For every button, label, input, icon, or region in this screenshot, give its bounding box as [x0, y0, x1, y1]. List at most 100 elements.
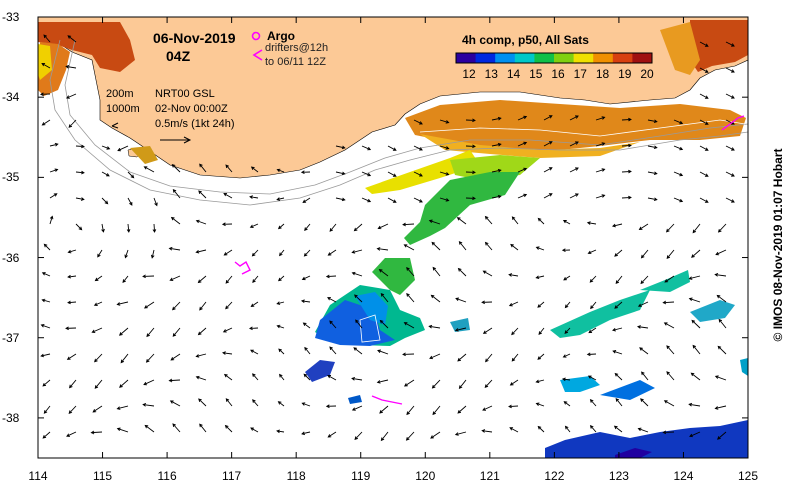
- current-vector: [379, 319, 389, 329]
- current-vector: [67, 249, 77, 254]
- current-vector: [647, 119, 658, 124]
- current-vector: [662, 430, 675, 435]
- current-vector: [41, 63, 51, 69]
- current-vector: [75, 170, 85, 175]
- current-vector: [69, 379, 77, 389]
- sst-offshore: [305, 155, 748, 458]
- current-vector: [511, 327, 519, 336]
- current-vector: [41, 298, 51, 303]
- x-tick-label: 115: [92, 469, 113, 483]
- current-vector: [562, 353, 571, 358]
- current-vector: [457, 405, 467, 414]
- current-vector: [508, 404, 519, 409]
- current-vector: [199, 423, 207, 433]
- y-tick-label: -36: [2, 250, 20, 265]
- current-vector: [116, 301, 129, 306]
- current-vector: [692, 223, 701, 234]
- current-vector: [431, 379, 441, 389]
- current-vector: [439, 171, 450, 176]
- current-product-label: NRT00 GSL: [155, 88, 215, 100]
- current-vector: [621, 143, 632, 148]
- current-vector: [465, 144, 476, 149]
- current-vector: [699, 197, 709, 203]
- current-vector: [413, 119, 423, 125]
- isobaths: [49, 39, 749, 206]
- current-vector: [405, 431, 415, 441]
- current-vector: [351, 376, 363, 381]
- current-vector: [301, 431, 311, 436]
- current-vector: [673, 119, 684, 125]
- current-vector: [564, 301, 571, 309]
- current-vector: [39, 92, 51, 97]
- current-vector: [588, 327, 597, 334]
- current-vector: [146, 327, 155, 338]
- current-vector: [406, 292, 415, 303]
- current-vector: [689, 431, 701, 438]
- current-vector: [725, 67, 735, 73]
- current-vector: [430, 431, 441, 439]
- current-vector: [691, 249, 701, 258]
- current-vector: [432, 405, 441, 416]
- current-vector: [439, 119, 450, 124]
- current-vector: [278, 348, 285, 355]
- current-vector: [428, 324, 441, 329]
- current-vector: [509, 379, 519, 386]
- current-vector: [508, 301, 519, 307]
- current-vector: [335, 197, 346, 202]
- current-vector: [543, 141, 553, 147]
- y-tick-label: -35: [2, 170, 20, 185]
- current-vector: [300, 299, 311, 304]
- current-vector: [223, 373, 233, 381]
- x-tick-label: 125: [737, 469, 759, 483]
- colorbar-swatch: [593, 53, 614, 63]
- current-vector: [517, 141, 528, 147]
- current-vector: [458, 241, 467, 251]
- current-vector: [376, 247, 389, 251]
- current-vector: [561, 377, 571, 382]
- current-vector: [639, 347, 649, 355]
- current-vector: [195, 249, 207, 254]
- colorbar-tick-label: 19: [618, 67, 632, 81]
- current-vector: [615, 397, 623, 407]
- current-vector: [465, 118, 476, 123]
- current-vector: [351, 249, 363, 254]
- current-vector: [673, 145, 684, 151]
- current-vector: [491, 116, 502, 121]
- current-vector: [718, 318, 727, 329]
- y-tick-label: -33: [2, 10, 20, 24]
- current-vector: [725, 197, 735, 203]
- current-vector: [535, 402, 545, 407]
- current-vector: [169, 400, 181, 407]
- current-vector: [379, 405, 389, 414]
- current-vector: [94, 379, 103, 389]
- current-vector: [221, 222, 233, 227]
- current-vector: [402, 222, 415, 227]
- current-vector: [251, 249, 259, 257]
- current-vector: [303, 373, 311, 381]
- current-vector: [153, 197, 158, 207]
- current-vector: [586, 221, 597, 225]
- current-vector: [68, 119, 77, 128]
- current-vector: [406, 405, 415, 416]
- current-vector: [250, 166, 259, 173]
- x-tick-label: 114: [28, 469, 48, 483]
- current-vector: [353, 347, 363, 355]
- current-vector: [615, 275, 623, 285]
- current-vector: [67, 274, 77, 279]
- current-vector: [481, 300, 493, 305]
- current-vector: [118, 327, 129, 336]
- x-tick-label: 118: [286, 469, 306, 483]
- current-vector: [248, 326, 259, 331]
- current-vector: [169, 275, 181, 281]
- current-vector: [699, 145, 709, 151]
- current-vector: [168, 378, 181, 383]
- current-vector: [168, 246, 181, 251]
- current-vector: [68, 405, 77, 415]
- current-vector: [327, 249, 337, 256]
- current-vector: [301, 275, 311, 281]
- current-vector: [225, 275, 233, 284]
- current-vector: [67, 35, 77, 43]
- current-vector: [563, 275, 571, 281]
- current-vector: [517, 167, 528, 173]
- current-vector: [65, 65, 77, 69]
